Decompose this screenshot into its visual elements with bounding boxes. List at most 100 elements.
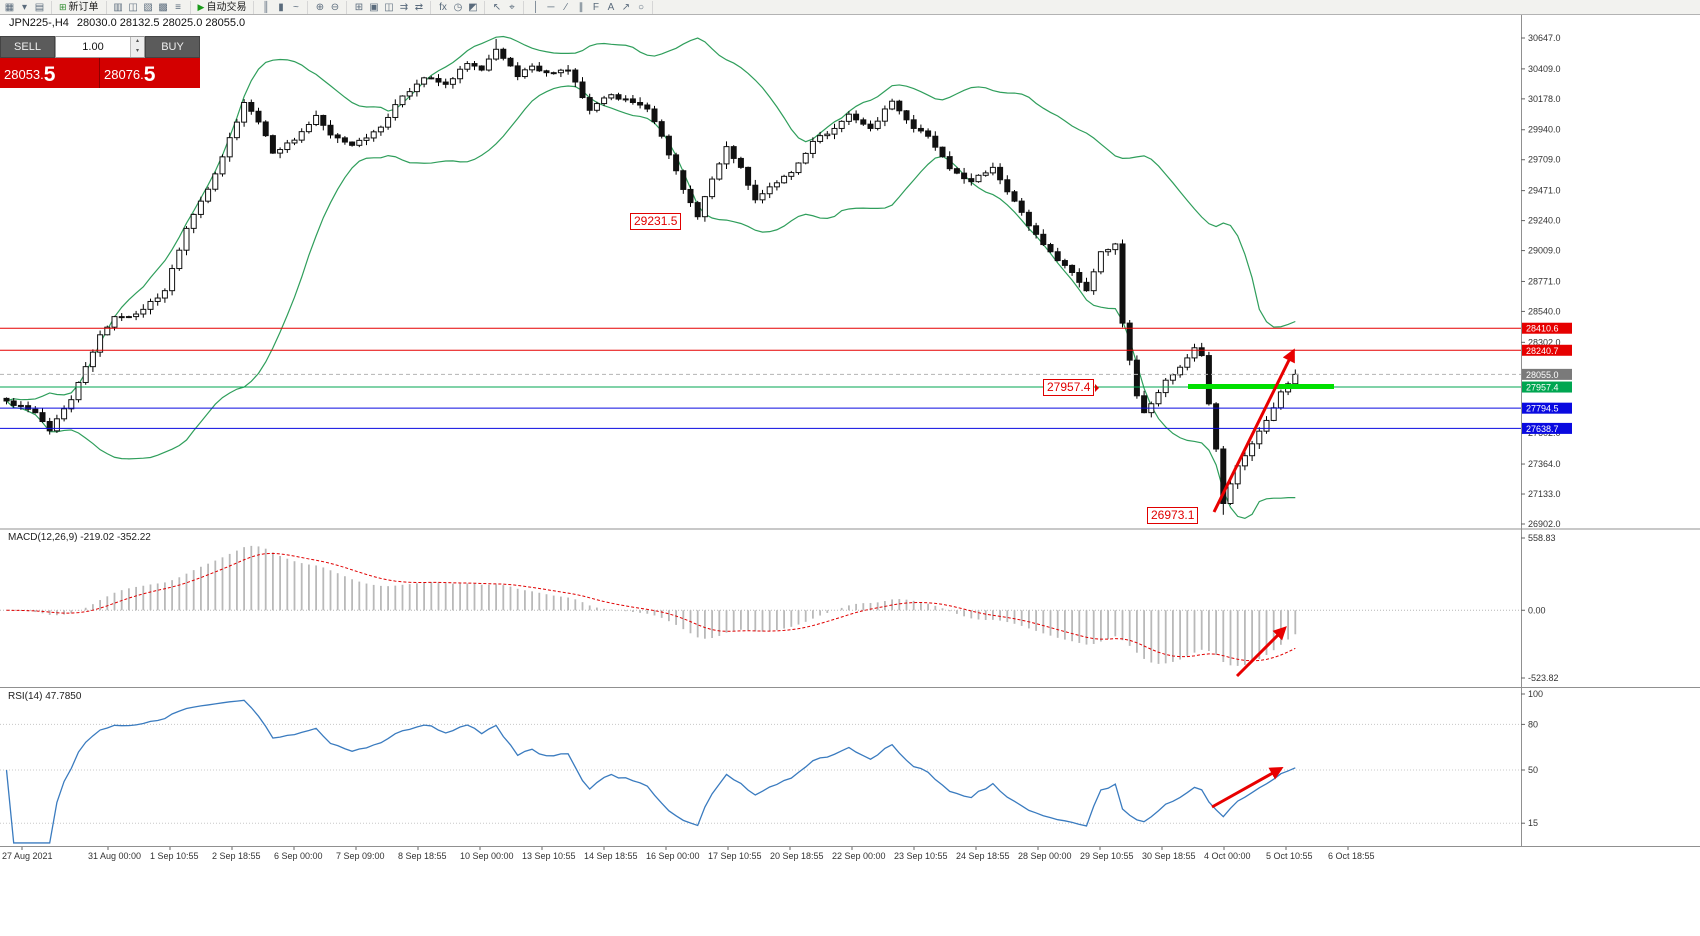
volume-input[interactable]: 1.00 ▴ ▾: [55, 36, 145, 58]
time-axis-label: 16 Sep 00:00: [646, 851, 700, 861]
time-axis-label: 31 Aug 00:00: [88, 851, 141, 861]
price-tag: [1522, 381, 1572, 393]
tile-windows-icon[interactable]: ⊞: [354, 1, 364, 13]
line-chart-icon[interactable]: ~: [293, 1, 299, 13]
price-callout-swing-high[interactable]: 29231.5: [630, 213, 682, 230]
time-axis-label: 2 Sep 18:55: [212, 851, 261, 861]
symbol-info-line: JPN225-,H4 28030.0 28132.5 28025.0 28055.…: [9, 17, 245, 29]
price-tag-label: 28410.6: [1526, 324, 1559, 334]
time-axis-label: 8 Sep 18:55: [398, 851, 447, 861]
trend-arrow-rsi[interactable]: [1211, 767, 1284, 809]
one-click-trading-panel: SELL 1.00 ▴ ▾ BUY 28053. 5 28076. 5: [0, 36, 200, 88]
time-axis-label: 17 Sep 10:55: [708, 851, 762, 861]
time-axis-label: 30 Sep 18:55: [1142, 851, 1196, 861]
time-axis-label: 1 Sep 10:55: [150, 851, 199, 861]
arrow-tool-icon[interactable]: ↗: [621, 1, 631, 13]
price-tag: [1522, 368, 1572, 380]
price-axis-label: 27364.0: [1528, 459, 1561, 469]
indicators-icon[interactable]: fx: [439, 1, 447, 13]
time-axis-label: 23 Sep 10:55: [894, 851, 948, 861]
auto-scroll-icon[interactable]: ⇉: [399, 1, 409, 13]
chart-dropdown-icon[interactable]: ▾: [21, 1, 28, 13]
price-tag: [1522, 402, 1572, 414]
price-callout-swing-low[interactable]: 26973.1: [1147, 507, 1199, 524]
price-tag-label: 28055.0: [1526, 370, 1559, 380]
sell-button[interactable]: SELL: [0, 36, 55, 58]
new-order-button[interactable]: ⊞ 新订单: [59, 1, 99, 13]
trendline-icon[interactable]: ∕: [565, 1, 567, 13]
rsi-axis-label: 80: [1528, 719, 1538, 729]
horizontal-line-icon[interactable]: ─: [547, 1, 555, 13]
macd-axis-label: 0.00: [1528, 605, 1546, 615]
auto-trading-button[interactable]: ▶ 自动交易: [197, 1, 247, 13]
macd-indicator-label: MACD(12,26,9) -219.02 -352.22: [8, 532, 151, 543]
ohlc-readout: 28030.0 28132.5 28025.0 28055.0: [76, 17, 246, 29]
sell-price-display[interactable]: 28053. 5: [0, 58, 100, 88]
crosshair-icon[interactable]: ⌖: [509, 1, 515, 13]
new-chart-icon[interactable]: ▦: [4, 1, 15, 13]
zoom-out-icon[interactable]: ⊖: [330, 1, 340, 13]
buy-price-display[interactable]: 28076. 5: [100, 58, 200, 88]
time-axis-label: 6 Sep 00:00: [274, 851, 323, 861]
price-axis-label: 26902.0: [1528, 519, 1561, 529]
templates-icon[interactable]: ◩: [468, 1, 478, 13]
price-axis-label: 29009.0: [1528, 246, 1561, 256]
trend-arrow-macd[interactable]: [1235, 626, 1287, 678]
candles: [3, 38, 1299, 515]
symbol-name: JPN225-,H4: [9, 17, 69, 29]
rsi-axis-label: 100: [1528, 689, 1543, 699]
time-axis-label: 5 Oct 10:55: [1266, 851, 1313, 861]
fibonacci-icon[interactable]: F: [592, 1, 600, 13]
buy-button[interactable]: BUY: [145, 36, 200, 58]
text-tool-button[interactable]: A: [607, 1, 615, 13]
time-axis-label: 13 Sep 10:55: [522, 851, 576, 861]
candlestick-chart-icon[interactable]: ▮: [278, 1, 284, 13]
market-watch-icon[interactable]: ▥: [113, 1, 123, 13]
zoom-in-icon[interactable]: ⊕: [315, 1, 325, 13]
strategy-tester-icon[interactable]: ≡: [175, 1, 181, 13]
price-axis-label: 29940.0: [1528, 125, 1561, 135]
volume-spinner: ▴ ▾: [130, 37, 144, 57]
time-axis-label: 27 Aug 2021: [2, 851, 53, 861]
trend-arrow-main[interactable]: [1212, 348, 1295, 513]
price-axis-label: 30178.0: [1528, 94, 1561, 104]
rsi-axis-label: 50: [1528, 765, 1538, 775]
chart-shift-icon[interactable]: ⇄: [414, 1, 424, 13]
tile-vertical-icon[interactable]: ◫: [384, 1, 394, 13]
price-axis-label: 28540.0: [1528, 306, 1561, 316]
volume-value[interactable]: 1.00: [82, 41, 104, 53]
terminal-icon[interactable]: ▩: [158, 1, 168, 13]
price-callout-support[interactable]: 27957.4: [1043, 379, 1100, 396]
time-axis-label: 29 Sep 10:55: [1080, 851, 1134, 861]
time-axis-label: 24 Sep 18:55: [956, 851, 1010, 861]
bar-chart-icon[interactable]: ║: [262, 1, 270, 13]
price-tag: [1522, 322, 1572, 334]
bollinger-lower-band: [6, 85, 1296, 520]
time-axis-label: 14 Sep 18:55: [584, 851, 638, 861]
periods-icon[interactable]: ◷: [453, 1, 463, 13]
macd-axis-label: -523.82: [1528, 673, 1559, 683]
cursor-icon[interactable]: ↖: [492, 1, 502, 13]
rsi-indicator-label: RSI(14) 47.7850: [8, 691, 82, 702]
volume-down-icon[interactable]: ▾: [131, 47, 144, 57]
cascade-windows-icon[interactable]: ▣: [369, 1, 379, 13]
price-tag-label: 28240.7: [1526, 346, 1559, 356]
volume-up-icon[interactable]: ▴: [131, 37, 144, 47]
rsi-line: [5, 699, 1296, 844]
rsi-axis-label: 15: [1528, 818, 1538, 828]
time-axis-label: 4 Oct 00:00: [1204, 851, 1251, 861]
time-axis-label: 10 Sep 00:00: [460, 851, 514, 861]
shapes-icon[interactable]: ○: [637, 1, 644, 13]
data-window-icon[interactable]: ◫: [128, 1, 138, 13]
time-axis-label: 6 Oct 18:55: [1328, 851, 1375, 861]
macd-axis-label: 558.83: [1528, 533, 1556, 543]
channel-icon[interactable]: ∥: [578, 1, 584, 13]
vertical-line-icon[interactable]: │: [532, 1, 540, 13]
price-axis-label: 30647.0: [1528, 33, 1561, 43]
price-axis-label: 30409.0: [1528, 64, 1561, 74]
profiles-icon[interactable]: ▤: [34, 1, 45, 13]
price-tag: [1522, 422, 1572, 434]
navigator-icon[interactable]: ▧: [143, 1, 153, 13]
price-tag: [1522, 344, 1572, 356]
